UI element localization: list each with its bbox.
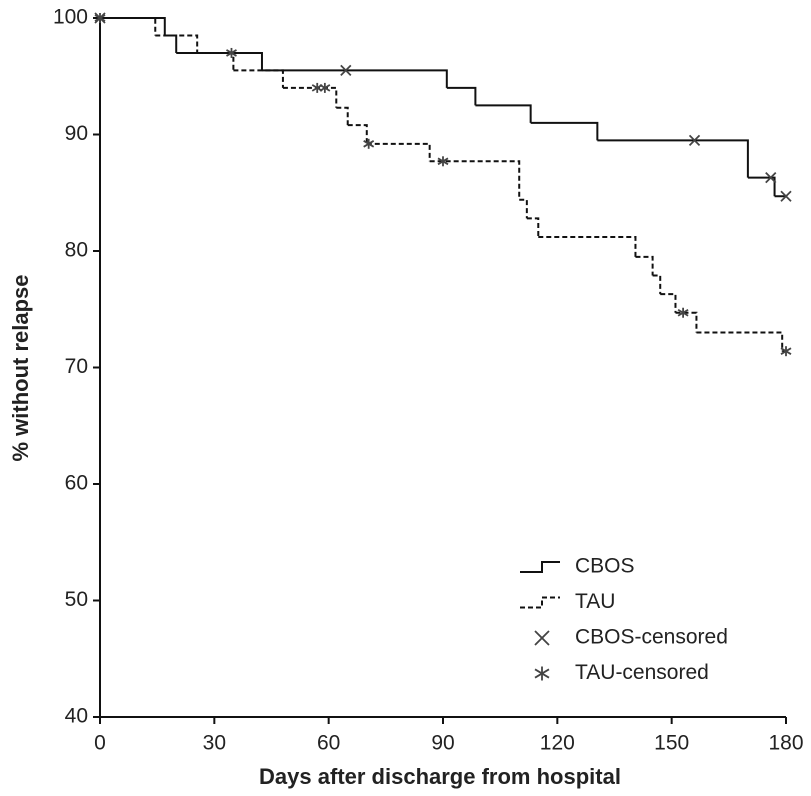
survival-step: [176, 51, 263, 71]
survival-step: [233, 69, 284, 88]
censor-marker: [94, 13, 106, 23]
survival-step: [696, 331, 784, 352]
y-tick-label: 80: [65, 239, 88, 262]
x-axis-title: Days after discharge from hospital: [259, 764, 621, 789]
survival-step: [100, 17, 166, 36]
legend-label: CBOS-censored: [575, 626, 728, 649]
marker-stroke: [319, 84, 331, 92]
survival-step: [197, 51, 235, 71]
y-tick-label: 60: [65, 472, 88, 495]
marker-stroke: [534, 630, 550, 646]
legend-line: [520, 596, 560, 609]
survival-step: [282, 86, 338, 108]
survival-step: [597, 139, 749, 178]
x-tick-label: 0: [94, 732, 106, 755]
x-tick-label: 90: [431, 732, 454, 755]
marker-stroke: [780, 347, 792, 355]
survival-step: [366, 142, 431, 162]
x-tick-label: 30: [203, 732, 226, 755]
censor-marker: [780, 190, 792, 202]
survival-step: [652, 274, 662, 295]
censor-marker: [688, 134, 701, 146]
survival-step: [164, 34, 178, 53]
marker-stroke: [226, 49, 237, 57]
survival-step: [429, 160, 521, 200]
marker-stroke: [534, 668, 550, 679]
marker-stroke: [765, 171, 777, 184]
legend-label: TAU-censored: [575, 661, 709, 684]
marker-stroke: [677, 308, 689, 317]
marker-stroke: [437, 157, 449, 166]
y-tick-label: 50: [65, 588, 88, 611]
survival-step: [530, 121, 599, 141]
survival-step: [261, 69, 448, 88]
censor-marker: [437, 156, 449, 167]
x-tick-label: 120: [540, 732, 575, 755]
survival-step: [347, 124, 368, 144]
censor-marker: [363, 138, 375, 149]
censor-marker: [677, 307, 689, 318]
marker-stroke: [780, 190, 792, 202]
survival-step: [526, 217, 540, 238]
x-tick-label: 150: [654, 732, 689, 755]
survival-step: [155, 34, 199, 53]
survival-step: [675, 311, 698, 333]
marker-stroke: [94, 14, 106, 22]
legend-marker: [534, 630, 550, 646]
survival-step: [475, 104, 532, 123]
y-tick-label: 90: [65, 122, 88, 145]
survival-step: [446, 86, 477, 106]
legend-label: CBOS: [575, 555, 635, 578]
marker-stroke: [688, 134, 701, 146]
survival-step: [538, 236, 637, 257]
censor-marker: [226, 47, 237, 58]
survival-step: [660, 293, 677, 313]
censor-marker: [780, 346, 792, 357]
y-axis-title: % without relapse: [8, 274, 33, 461]
survival-step: [635, 255, 654, 276]
censor-marker: [319, 82, 331, 93]
survival-step: [519, 198, 528, 219]
censor-marker: [340, 64, 352, 77]
survival-step: [336, 106, 349, 126]
marker-stroke: [340, 64, 352, 77]
legend-label: TAU: [575, 590, 615, 613]
legend-line: [520, 561, 560, 573]
y-tick-label: 40: [65, 705, 88, 728]
legend-marker: [534, 666, 550, 681]
x-tick-label: 60: [317, 732, 340, 755]
y-tick-label: 70: [65, 355, 88, 378]
marker-stroke: [363, 140, 375, 148]
x-tick-label: 180: [768, 732, 803, 755]
y-tick-label: 100: [53, 6, 88, 29]
censor-marker: [765, 171, 777, 184]
survival-step: [100, 17, 157, 36]
survival-step: [747, 176, 776, 197]
